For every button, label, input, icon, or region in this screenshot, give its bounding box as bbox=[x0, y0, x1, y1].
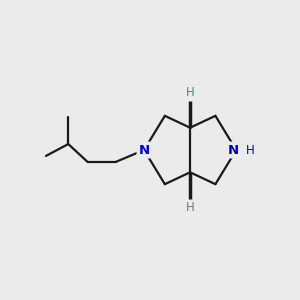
Text: N: N bbox=[228, 143, 239, 157]
Text: H: H bbox=[246, 143, 255, 157]
Text: H: H bbox=[186, 85, 194, 99]
Text: N: N bbox=[139, 143, 150, 157]
Text: H: H bbox=[186, 201, 194, 214]
